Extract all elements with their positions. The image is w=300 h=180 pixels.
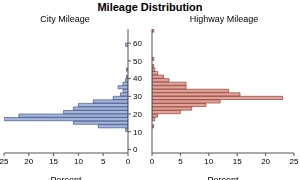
- svg-text:Percent: Percent: [207, 175, 239, 180]
- svg-text:0: 0: [150, 157, 155, 166]
- svg-text:15: 15: [233, 157, 242, 166]
- svg-text:60: 60: [133, 39, 142, 48]
- svg-text:5: 5: [178, 157, 183, 166]
- svg-text:10: 10: [74, 157, 83, 166]
- svg-text:10: 10: [133, 128, 142, 137]
- html-text:City Mileage: City Mileage: [40, 14, 90, 24]
- svg-text:5: 5: [101, 157, 106, 166]
- svg-text:Percent: Percent: [50, 175, 82, 180]
- svg-text:10: 10: [204, 157, 213, 166]
- svg-text:20: 20: [133, 110, 142, 119]
- html-text:Mileage Distribution: Mileage Distribution: [97, 1, 203, 13]
- svg-text:25: 25: [8, 157, 9, 166]
- svg-text:0: 0: [133, 145, 138, 154]
- svg-text:40: 40: [133, 74, 142, 83]
- svg-text:25: 25: [290, 157, 292, 166]
- svg-text:20: 20: [24, 157, 33, 166]
- svg-text:20: 20: [261, 157, 270, 166]
- svg-text:15: 15: [49, 157, 58, 166]
- html-text:Highway Mileage: Highway Mileage: [189, 14, 259, 24]
- svg-text:30: 30: [133, 92, 142, 101]
- svg-text:0: 0: [126, 157, 131, 166]
- svg-text:50: 50: [133, 57, 142, 66]
